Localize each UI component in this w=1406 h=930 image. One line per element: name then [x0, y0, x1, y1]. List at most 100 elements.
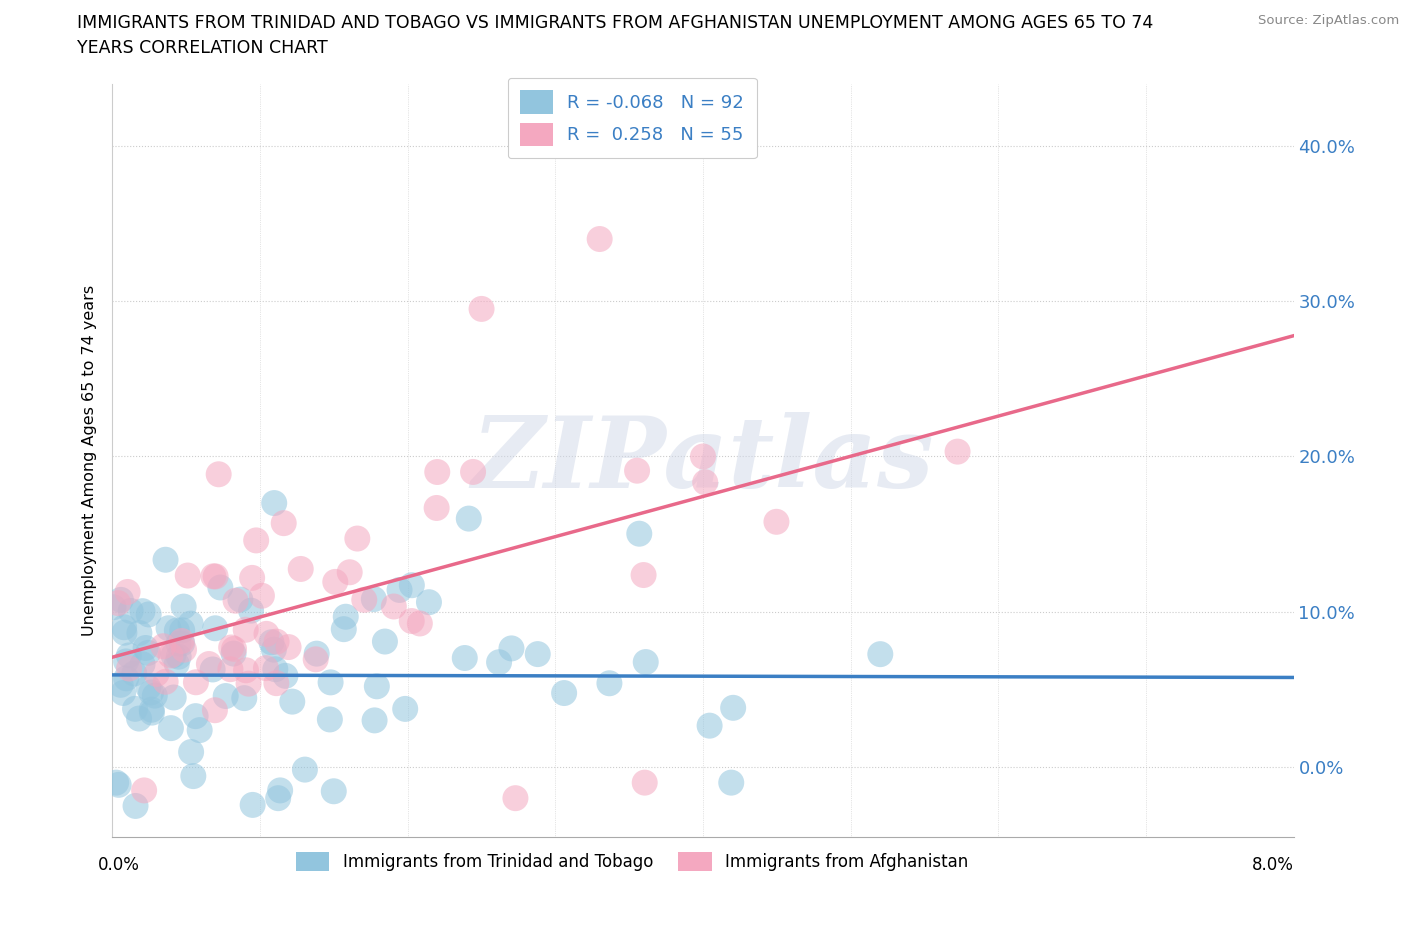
Point [263, 496, 285, 511]
Point [273, 516, 295, 531]
Point [339, 565, 361, 579]
Point [131, 657, 153, 671]
Point [322, 784, 344, 799]
Point [488, 655, 510, 670]
Point [374, 634, 396, 649]
Point [254, 660, 277, 675]
Point [269, 783, 291, 798]
Point [172, 623, 194, 638]
Point [115, 671, 138, 685]
Point [394, 701, 416, 716]
Point [136, 645, 159, 660]
Text: Source: ZipAtlas.com: Source: ZipAtlas.com [1258, 14, 1399, 27]
Point [274, 669, 297, 684]
Point [401, 578, 423, 592]
Point [695, 475, 717, 490]
Point [346, 531, 368, 546]
Point [233, 691, 256, 706]
Point [505, 790, 527, 805]
Point [946, 445, 969, 459]
Point [152, 639, 174, 654]
Point [107, 777, 129, 792]
Point [765, 514, 787, 529]
Point [167, 636, 190, 651]
Point [204, 621, 226, 636]
Point [634, 655, 657, 670]
Point [208, 467, 231, 482]
Text: 0.0%: 0.0% [98, 856, 139, 873]
Point [145, 667, 167, 682]
Point [263, 643, 285, 658]
Point [260, 635, 283, 650]
Point [401, 614, 423, 629]
Point [170, 633, 193, 648]
Point [418, 595, 440, 610]
Point [240, 604, 263, 618]
Point [112, 619, 135, 634]
Point [242, 797, 264, 812]
Point [198, 657, 221, 671]
Point [107, 595, 129, 610]
Point [180, 745, 202, 760]
Point [266, 634, 288, 649]
Point [277, 640, 299, 655]
Point [245, 533, 267, 548]
Point [319, 712, 342, 727]
Point [134, 783, 156, 798]
Point [256, 627, 278, 642]
Point [209, 580, 232, 595]
Point [112, 625, 135, 640]
Point [266, 676, 288, 691]
Point [128, 711, 150, 726]
Point [166, 623, 188, 638]
Point [333, 866, 356, 881]
Point [634, 776, 657, 790]
Point [128, 626, 150, 641]
Point [250, 589, 273, 604]
Point [323, 575, 346, 590]
Point [628, 526, 651, 541]
Point [204, 569, 226, 584]
Point [229, 592, 252, 607]
Point [103, 600, 125, 615]
Point [240, 570, 263, 585]
Point [363, 591, 385, 606]
Point [157, 621, 180, 636]
Point [162, 647, 184, 662]
Point [235, 663, 257, 678]
Y-axis label: Unemployment Among Ages 65 to 74 years: Unemployment Among Ages 65 to 74 years [82, 285, 97, 636]
Point [173, 643, 195, 658]
Text: ZIPatlas: ZIPatlas [472, 412, 934, 509]
Point [105, 776, 128, 790]
Point [143, 688, 166, 703]
Point [382, 599, 405, 614]
Point [413, 846, 436, 861]
Point [115, 654, 138, 669]
Point [222, 646, 245, 661]
Point [167, 649, 190, 664]
Point [155, 552, 177, 567]
Point [166, 657, 188, 671]
Point [159, 648, 181, 663]
Point [281, 694, 304, 709]
Legend: Immigrants from Trinidad and Tobago, Immigrants from Afghanistan: Immigrants from Trinidad and Tobago, Imm… [290, 845, 974, 878]
Point [110, 592, 132, 607]
Point [141, 702, 163, 717]
Point [588, 232, 610, 246]
Point [225, 593, 247, 608]
Point [177, 568, 200, 583]
Point [366, 679, 388, 694]
Point [264, 662, 287, 677]
Point [120, 604, 142, 618]
Point [155, 674, 177, 689]
Point [633, 567, 655, 582]
Point [388, 582, 411, 597]
Point [139, 685, 162, 700]
Point [457, 512, 479, 526]
Point [363, 713, 385, 728]
Point [869, 646, 891, 661]
Point [353, 592, 375, 607]
Point [426, 500, 449, 515]
Point [202, 569, 225, 584]
Point [118, 648, 141, 663]
